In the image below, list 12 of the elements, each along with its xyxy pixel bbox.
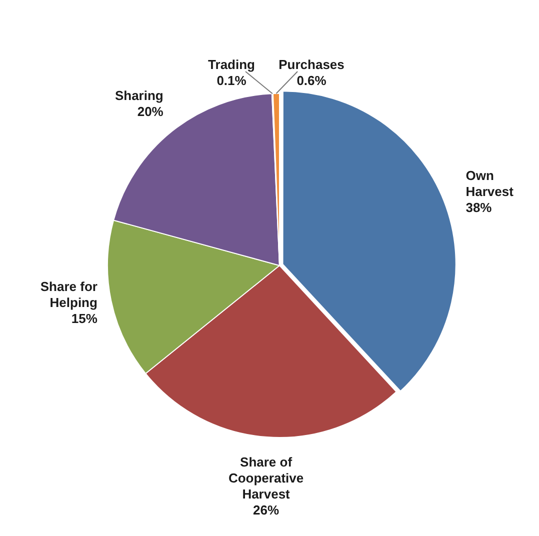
slice-label: Sharing	[114, 88, 164, 103]
slice-label: Share for Helping	[40, 279, 98, 310]
slice-label: Share of Cooperative Harvest	[228, 454, 304, 502]
data-label: 38%	[466, 200, 492, 216]
data-label: 15%	[71, 311, 98, 326]
data-label: 0.6%	[296, 73, 327, 88]
slice-label: Own Harvest	[466, 168, 514, 200]
data-label: 20%	[137, 104, 164, 119]
slice-label: Trading	[208, 57, 256, 72]
data-label: 26%	[253, 502, 280, 518]
slice-label: Purchases	[278, 57, 344, 72]
data-label: 0.1%	[216, 73, 247, 88]
